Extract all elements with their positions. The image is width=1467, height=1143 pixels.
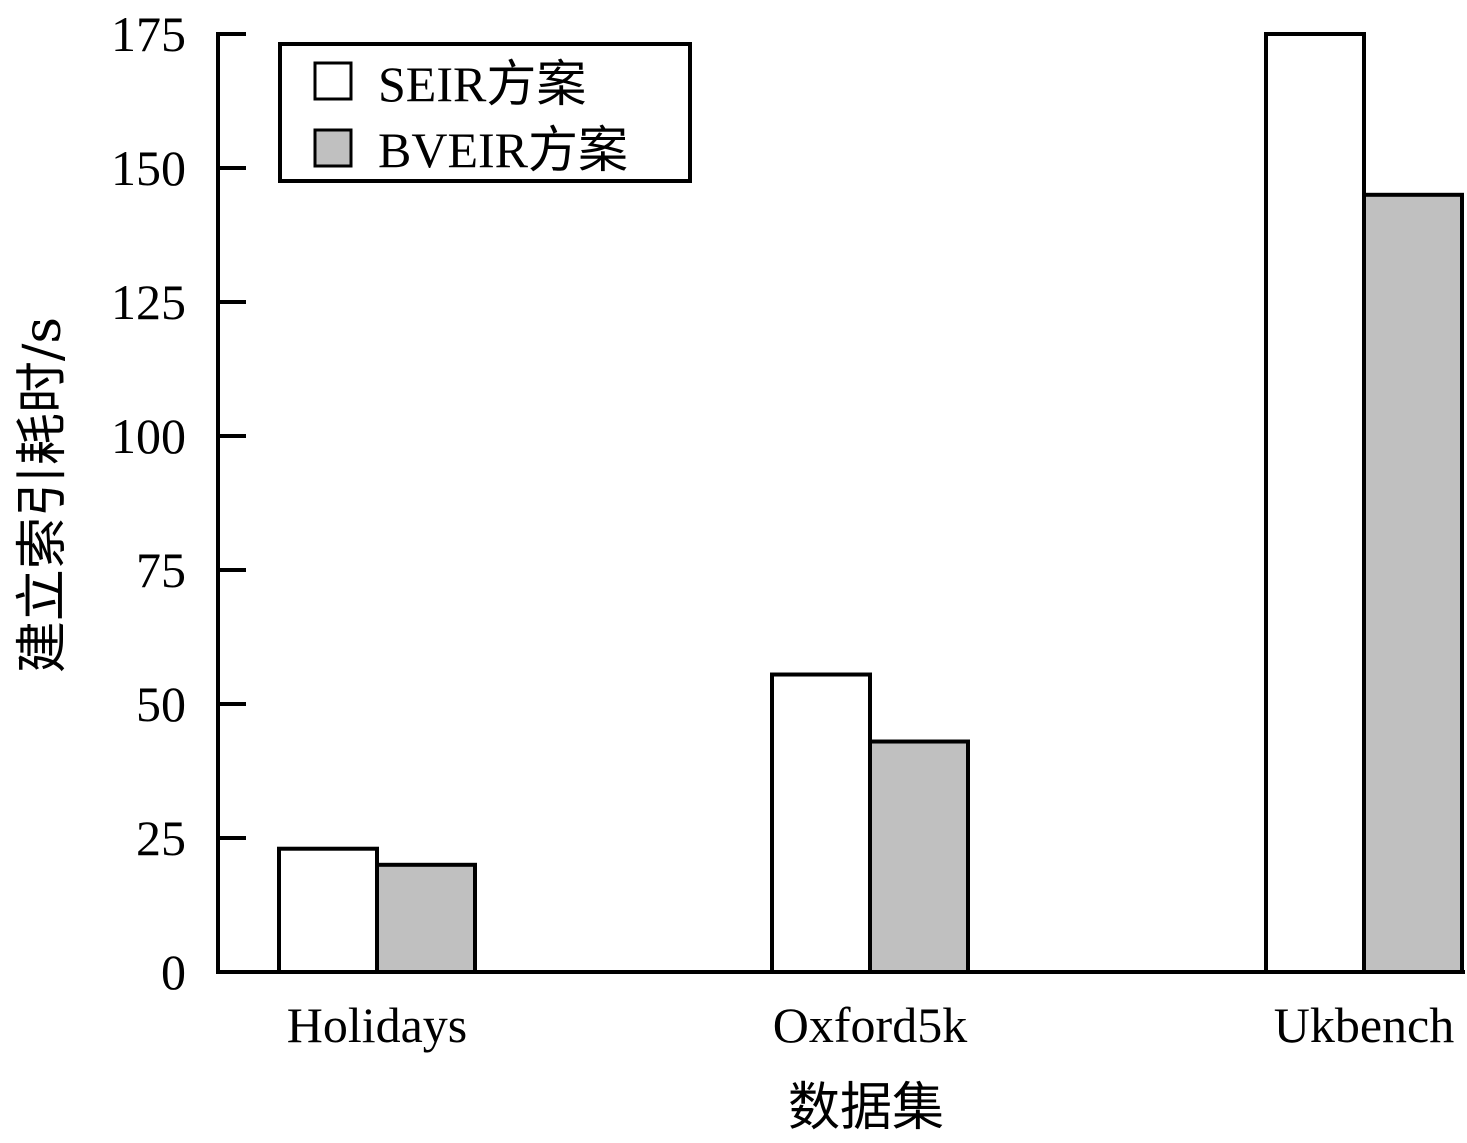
axes-group: [216, 32, 1465, 974]
bar-ukbench-series-1: [1362, 192, 1464, 975]
y-ticks-group: 0 25 50 75 100 125 150 175: [111, 6, 246, 1000]
y-tick-label-150: 150: [111, 140, 186, 196]
x-labels-group: Holidays Oxford5k Ukbench: [287, 997, 1455, 1053]
bar-holidays-series-1: [375, 862, 477, 974]
bar-ukbench-series-0: [1264, 32, 1366, 974]
legend-label-bveir: BVEIR方案: [378, 122, 628, 178]
y-tick-label-125: 125: [111, 274, 186, 330]
y-axis-title: 建立索引耗时/s: [13, 317, 73, 673]
y-tick-label-50: 50: [136, 676, 186, 732]
bar-oxford5k-series-1: [868, 739, 970, 975]
x-tick-label-ukbench: Ukbench: [1274, 997, 1455, 1053]
x-tick-label-oxford5k: Oxford5k: [773, 997, 967, 1053]
bar-holidays-series-0: [277, 846, 379, 974]
legend: SEIR方案 BVEIR方案: [278, 42, 692, 183]
legend-swatch-bveir: [313, 128, 353, 168]
y-tick-label-25: 25: [136, 810, 186, 866]
bar-oxford5k-series-0: [770, 672, 872, 975]
x-tick-label-holidays: Holidays: [287, 997, 468, 1053]
y-tick-label-100: 100: [111, 408, 186, 464]
legend-swatch-seir: [313, 61, 353, 101]
y-tick-label-175: 175: [111, 6, 186, 62]
x-axis-title: 数据集: [788, 1078, 944, 1138]
bars-group: [277, 32, 1464, 975]
y-tick-label-0: 0: [161, 944, 186, 1000]
y-tick-label-75: 75: [136, 542, 186, 598]
legend-label-seir: SEIR方案: [378, 56, 586, 112]
